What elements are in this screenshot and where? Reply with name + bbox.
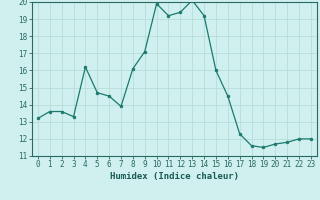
X-axis label: Humidex (Indice chaleur): Humidex (Indice chaleur) [110,172,239,181]
